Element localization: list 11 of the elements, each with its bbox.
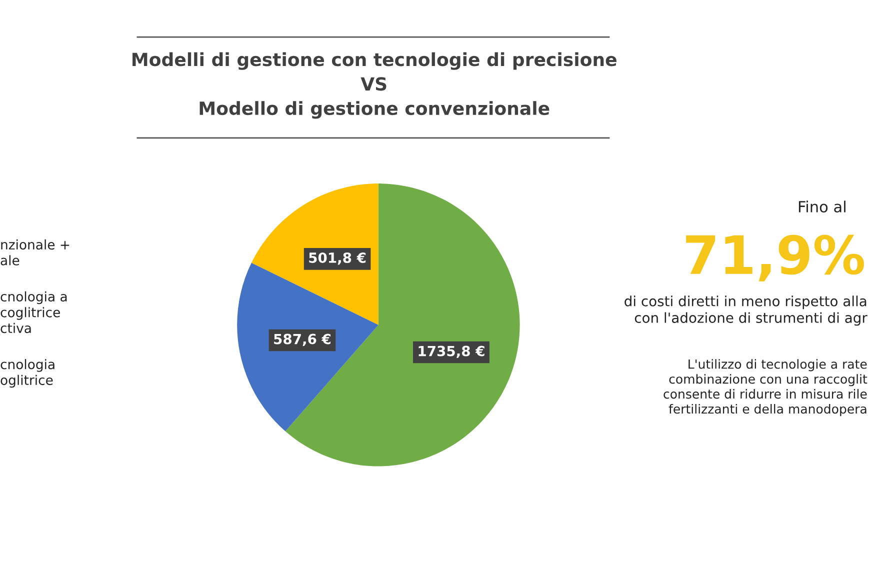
data-label: 501,8 € xyxy=(309,252,366,265)
text: di costi diretti in meno rispetto alla con l'adozione di strumenti di agr xyxy=(624,296,868,326)
text: L'utilizzo di tecnologie a rate combinazione con una raccoglit consente di ridurre in misura rile fertilizzanti e della manodopera xyxy=(664,359,868,416)
text: cnologia a coglitrice ctiva xyxy=(0,291,67,334)
text: nzionale + ale xyxy=(0,239,70,266)
data-label: 587,6 € xyxy=(274,334,331,346)
text: Fino al xyxy=(798,200,846,212)
chart-title: Modelli di gestione con tecnologie di precisione VS Modello di gestione convenzionale xyxy=(132,52,616,119)
data-label: 1735,8 € xyxy=(418,346,484,358)
text: cnologia oglitrice xyxy=(0,359,54,388)
text: 71,9% xyxy=(686,234,864,282)
